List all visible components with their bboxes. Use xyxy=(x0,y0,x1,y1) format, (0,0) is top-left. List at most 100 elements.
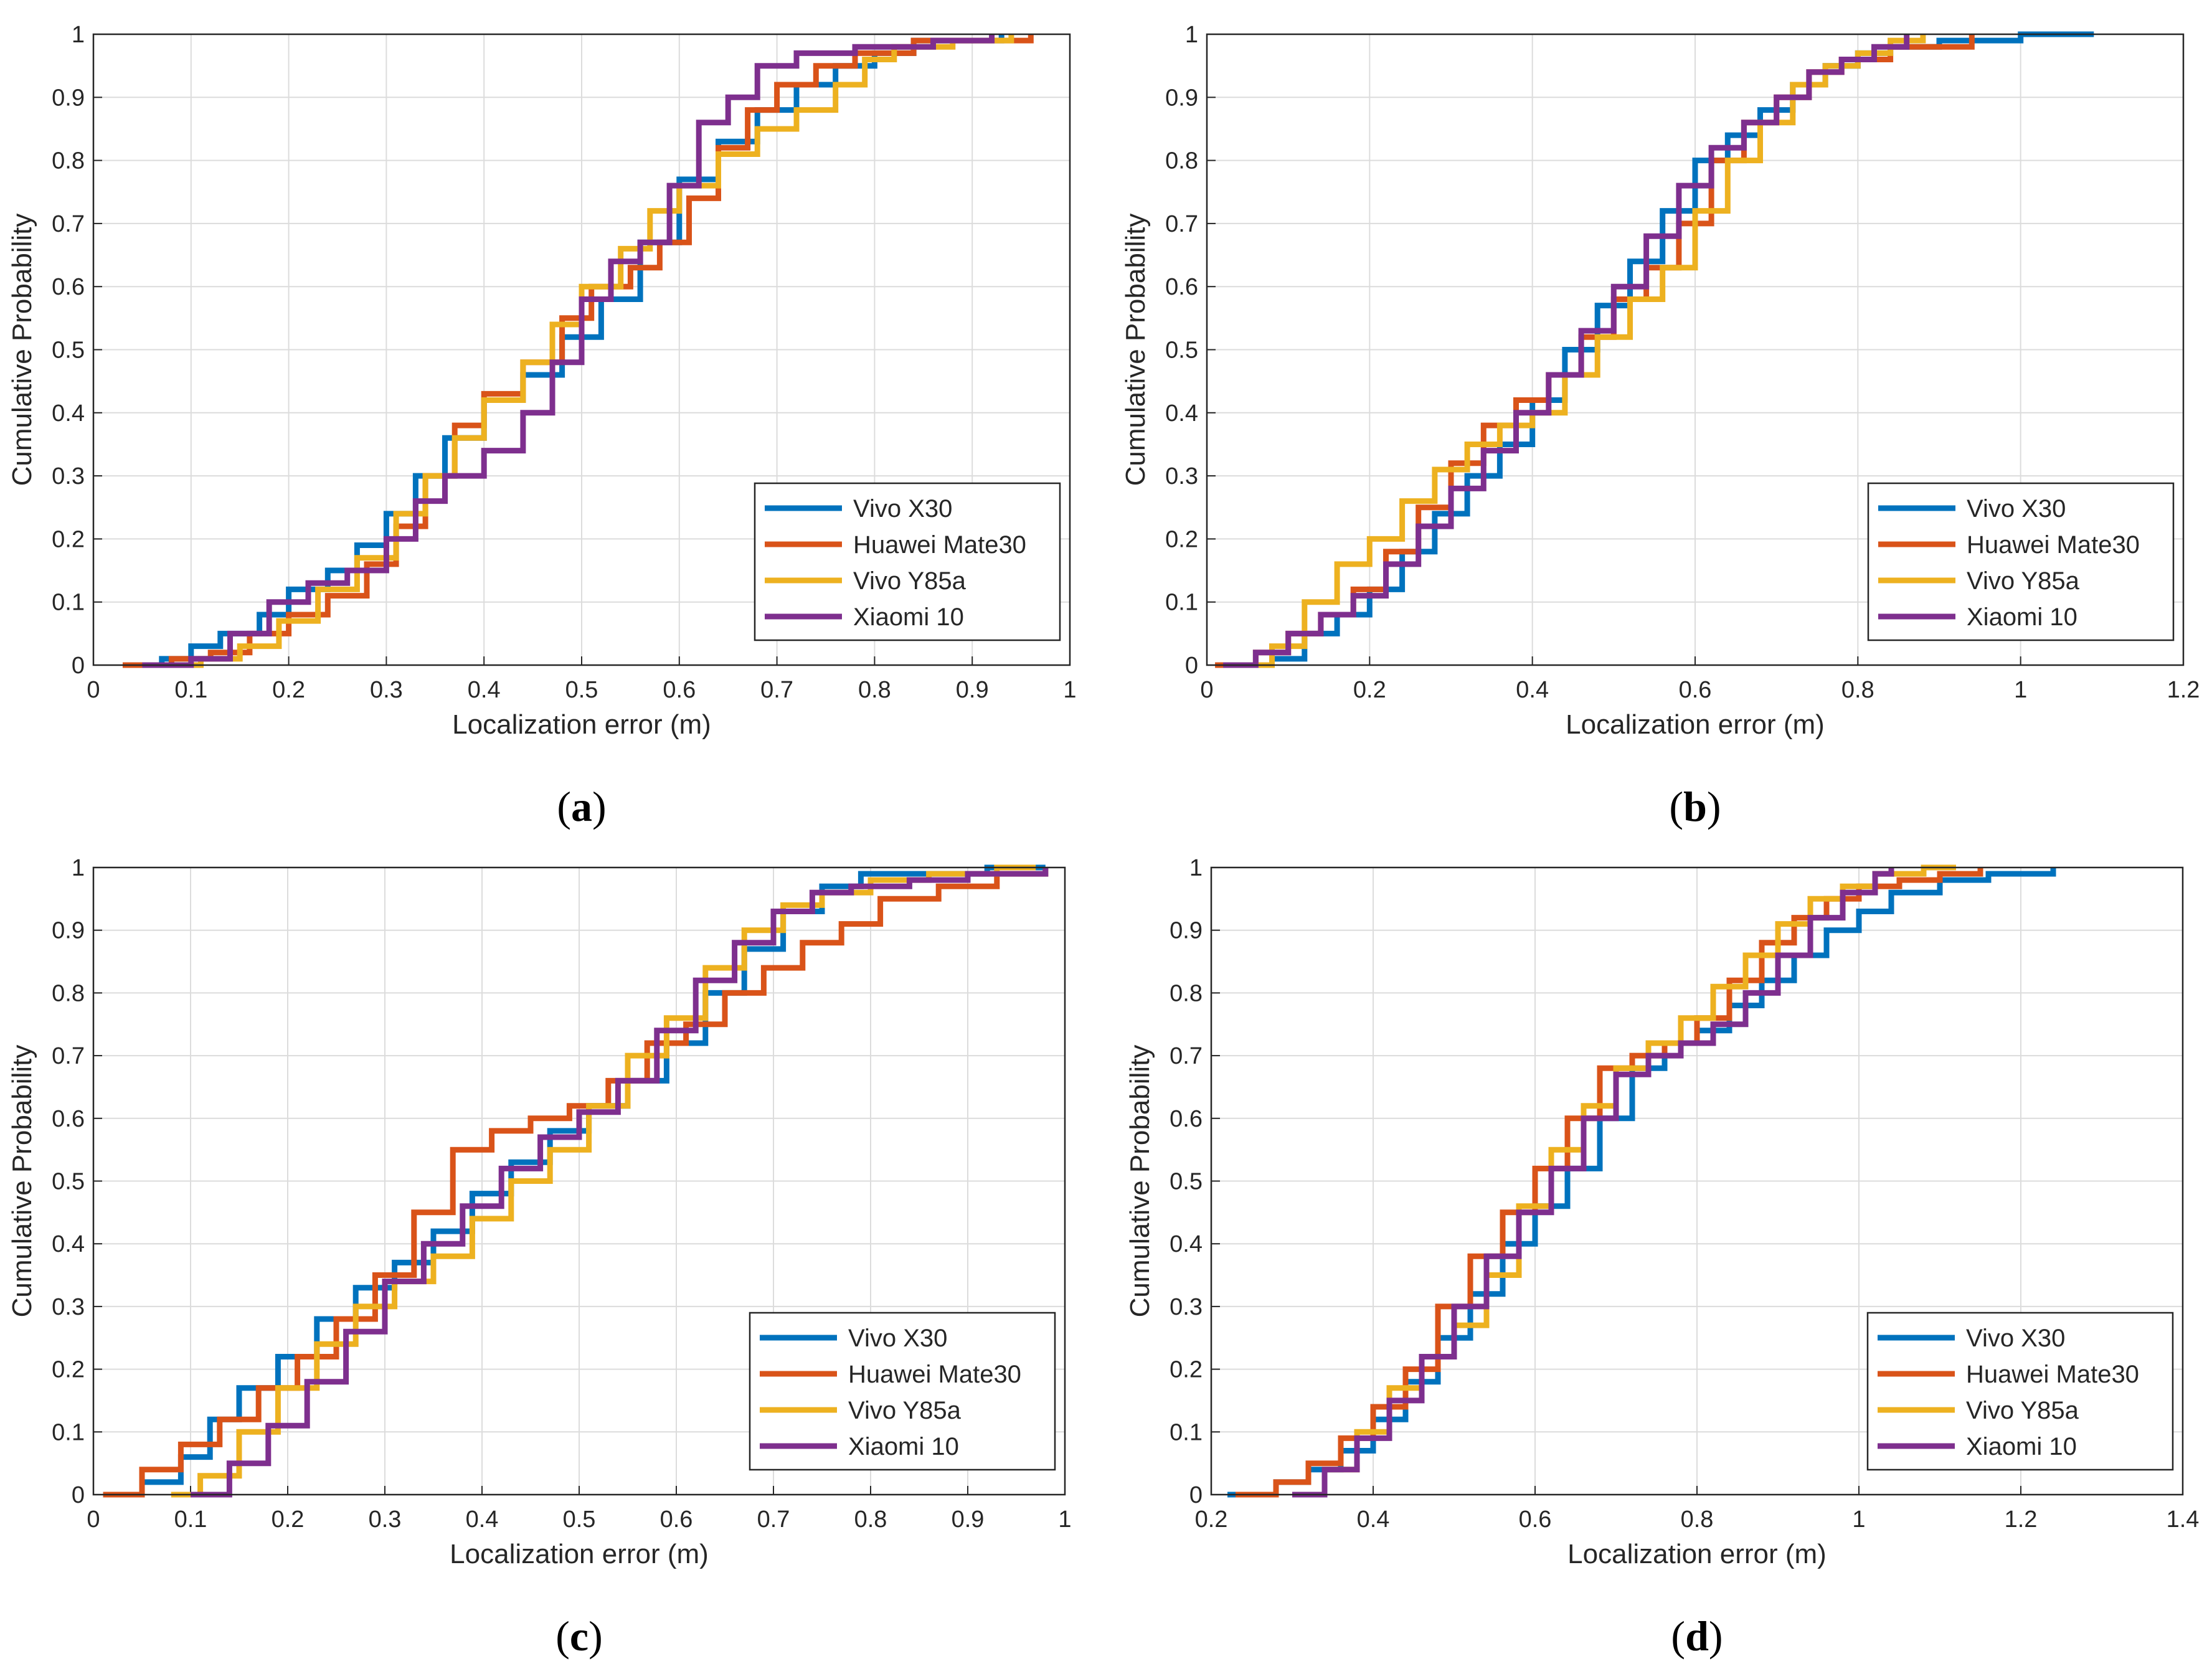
legend-entry: Vivo X30 xyxy=(1966,1325,2065,1352)
legend: Vivo X30 Huawei Mate30 Vivo Y85a Xiaomi 10 xyxy=(754,482,1061,641)
legend-entry: Xiaomi 10 xyxy=(1967,603,2077,631)
x-tick-label: 0.6 xyxy=(663,677,696,703)
chart-panel-a: 0 0.1 0.2 0.3 0.4 0.5 0.6 0.7 0.8 0.9 1 0 0.1 0.2 0.3 0… xyxy=(7,22,1077,830)
y-tick-label: 0.2 xyxy=(1170,1357,1203,1383)
panel-caption: (b) xyxy=(1669,783,1721,830)
y-tick-label: 0.5 xyxy=(52,338,85,364)
y-tick-label: 0 xyxy=(1185,653,1198,679)
x-tick-label: 0.4 xyxy=(1357,1506,1390,1533)
x-axis-label: Localization error (m) xyxy=(1566,709,1825,740)
y-tick-label: 1 xyxy=(72,855,85,881)
y-tick-label: 0.5 xyxy=(1170,1169,1203,1195)
y-tick-label: 0.1 xyxy=(1170,1419,1203,1445)
x-tick-label: 1.4 xyxy=(2167,1506,2200,1533)
y-axis-label: Cumulative Probability xyxy=(1125,1045,1155,1318)
y-tick-label: 0.6 xyxy=(1170,1106,1203,1132)
y-tick-label: 0 xyxy=(1189,1482,1203,1508)
y-tick-label: 0.7 xyxy=(1170,1043,1203,1069)
y-tick-label: 1 xyxy=(1189,855,1203,881)
legend-entry: Vivo X30 xyxy=(1967,495,2066,522)
legend-entry: Vivo Y85a xyxy=(848,1397,962,1424)
y-tick-label: 0.2 xyxy=(52,1357,85,1383)
x-tick-label: 0.8 xyxy=(854,1506,887,1533)
y-axis-label: Cumulative Probability xyxy=(7,1045,37,1318)
y-tick-label: 0.4 xyxy=(1165,400,1198,427)
y-tick-label: 0.9 xyxy=(1165,85,1198,111)
chart-panel-d: 0.2 0.4 0.6 0.8 1 1.2 1.4 0 0.1 0.2 0.3 0.4 0.5 0.6 0.… xyxy=(1125,855,2199,1660)
y-tick-label: 0.2 xyxy=(52,526,85,552)
x-tick-label: 0.8 xyxy=(1841,677,1874,703)
legend-entry: Xiaomi 10 xyxy=(1966,1433,2077,1460)
y-tick-label: 0.3 xyxy=(52,1294,85,1320)
axes-box xyxy=(1206,33,2185,666)
legend-entry: Vivo X30 xyxy=(853,495,952,522)
legend-entry: Xiaomi 10 xyxy=(853,603,964,631)
series-line-xiaomi-10 xyxy=(191,868,1049,1498)
y-tick-label: 0.3 xyxy=(1165,463,1198,489)
y-tick-label: 0 xyxy=(72,653,85,679)
x-tick-label: 0 xyxy=(87,1506,100,1533)
series-line-huawei-mate30 xyxy=(103,868,1049,1498)
x-tick-label: 0.2 xyxy=(272,1506,305,1533)
y-tick-label: 0.7 xyxy=(52,1043,85,1069)
legend-entry: Vivo Y85a xyxy=(1967,567,2080,595)
x-tick-label: 0.6 xyxy=(660,1506,693,1533)
x-tick-label: 0.4 xyxy=(468,677,501,703)
y-axis-label: Cumulative Probability xyxy=(1120,214,1151,486)
x-tick-label: 0.4 xyxy=(466,1506,499,1533)
panel-caption: (c) xyxy=(555,1612,603,1660)
y-tick-label: 0.5 xyxy=(52,1169,85,1195)
y-tick-label: 1 xyxy=(1185,22,1198,48)
y-tick-label: 0.8 xyxy=(1170,980,1203,1006)
x-tick-label: 0.5 xyxy=(563,1506,596,1533)
legend: Vivo X30 Huawei Mate30 Vivo Y85a Xiaomi 10 xyxy=(749,1312,1056,1471)
legend-entry: Vivo Y85a xyxy=(1966,1397,2079,1424)
y-tick-label: 0.8 xyxy=(52,980,85,1006)
y-tick-label: 0.4 xyxy=(1170,1231,1203,1257)
y-tick-label: 0 xyxy=(72,1482,85,1508)
axes-box xyxy=(1210,866,2184,1496)
x-axis-label: Localization error (m) xyxy=(452,709,711,740)
x-tick-label: 0.4 xyxy=(1516,677,1549,703)
y-tick-label: 0.6 xyxy=(1165,274,1198,300)
x-tick-label: 0.2 xyxy=(1195,1506,1228,1533)
x-tick-label: 0.9 xyxy=(956,677,989,703)
x-tick-label: 0.7 xyxy=(757,1506,790,1533)
series-line-xiaomi-10 xyxy=(1292,868,1894,1498)
y-tick-label: 0.7 xyxy=(1165,211,1198,237)
y-tick-label: 1 xyxy=(72,22,85,48)
x-tick-label: 1 xyxy=(1852,1506,1865,1533)
legend-entry: Huawei Mate30 xyxy=(853,531,1026,559)
y-tick-label: 0.8 xyxy=(1165,148,1198,174)
legend-entry: Huawei Mate30 xyxy=(1967,531,2140,559)
x-tick-label: 1 xyxy=(1058,1506,1071,1533)
legend-entry: Huawei Mate30 xyxy=(848,1361,1021,1388)
y-tick-label: 0.3 xyxy=(1170,1294,1203,1320)
y-tick-label: 0.6 xyxy=(52,1106,85,1132)
y-tick-label: 0.6 xyxy=(52,274,85,300)
x-tick-label: 1 xyxy=(2014,677,2027,703)
series-line-xiaomi-10 xyxy=(1223,34,1910,668)
y-tick-label: 0.4 xyxy=(52,400,85,427)
series-line-huawei-mate30 xyxy=(1236,868,1983,1498)
x-tick-label: 0.1 xyxy=(174,1506,207,1533)
x-tick-label: 0.3 xyxy=(369,1506,402,1533)
y-tick-label: 0.9 xyxy=(52,85,85,111)
x-tick-label: 0 xyxy=(87,677,100,703)
legend-entry: Huawei Mate30 xyxy=(1966,1361,2139,1388)
x-tick-label: 0.2 xyxy=(1353,677,1386,703)
series-line-xiaomi-10 xyxy=(142,34,995,668)
series-group xyxy=(1227,864,2056,1498)
x-tick-label: 0.5 xyxy=(565,677,598,703)
x-tick-label: 1 xyxy=(1063,677,1076,703)
y-tick-label: 0.1 xyxy=(52,1419,85,1445)
x-tick-label: 0.1 xyxy=(174,677,207,703)
y-axis: 0 0.1 0.2 0.3 0.4 0.5 0.6 0.7 0.8 0.9 1 xyxy=(1170,855,2183,1508)
x-axis-label: Localization error (m) xyxy=(1567,1539,1827,1569)
panel-caption: (d) xyxy=(1671,1612,1723,1660)
y-tick-label: 0.1 xyxy=(1165,590,1198,616)
panel-caption: (a) xyxy=(557,783,606,830)
y-tick-label: 0.8 xyxy=(52,148,85,174)
x-tick-label: 0.6 xyxy=(1519,1506,1552,1533)
